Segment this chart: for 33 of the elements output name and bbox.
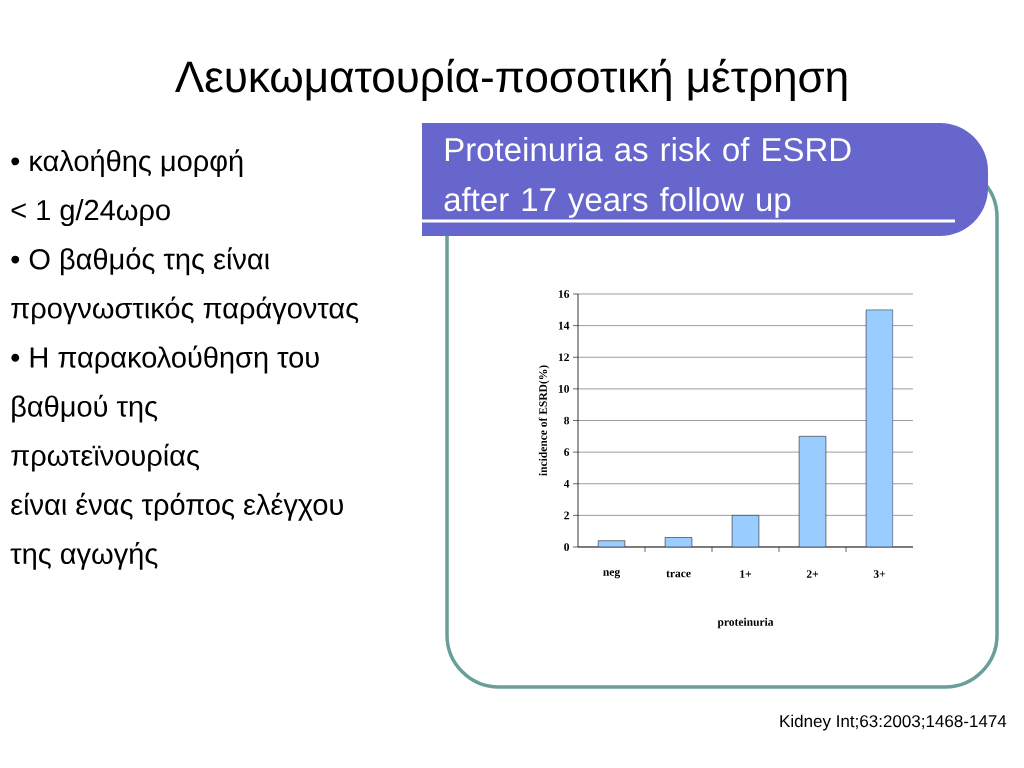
y-tick-label: 2 — [564, 511, 569, 520]
bar — [597, 540, 626, 547]
text: < 1 g/24ωρο — [11, 199, 170, 227]
x-tick-label: neg — [603, 569, 621, 579]
text: • Ο βαθμός της είναι — [11, 247, 270, 276]
y-tick-label: 8 — [564, 416, 570, 425]
bar — [731, 515, 760, 547]
x-tick-label: 3+ — [873, 570, 886, 578]
y-axis-title: incidence of ESRD(%) — [538, 365, 550, 476]
chart-title: Λευκωματουρία-ποσοτική μέτρηση — [175, 58, 847, 102]
text: Kidney Int;63:2003;1468-1474 — [780, 714, 1007, 731]
y-tick-label: 16 — [558, 290, 570, 298]
y-tick-label: 0 — [564, 543, 570, 551]
y-tick-label: 6 — [564, 448, 570, 456]
x-tick-label: 2+ — [806, 570, 819, 578]
x-tick-label: 1+ — [740, 570, 752, 578]
text: • Η παρακολούθηση του — [11, 345, 319, 374]
bar — [664, 537, 693, 547]
text: • καλοήθης μορφή — [11, 149, 243, 178]
text: της αγωγής — [10, 541, 158, 570]
x-axis-title: proteinuria — [717, 617, 774, 629]
y-tick-label: 12 — [558, 353, 569, 362]
bar — [865, 309, 894, 547]
y-tick-label: 14 — [558, 321, 570, 330]
bar — [798, 436, 827, 547]
y-tick-label: 4 — [563, 479, 570, 488]
chart-subtitle: Proteinuria as risk of ESRD after 17 years follow up — [444, 137, 851, 218]
x-tick-label: trace — [666, 570, 691, 578]
text: βαθμού της — [12, 394, 158, 423]
y-tick-label: 10 — [558, 385, 570, 393]
text: προγνωστικός παράγοντας — [11, 296, 359, 325]
text: πρωτεϊνουρίας — [11, 443, 200, 472]
text: είναι ένας τρόπος ελέγχου — [11, 492, 343, 521]
